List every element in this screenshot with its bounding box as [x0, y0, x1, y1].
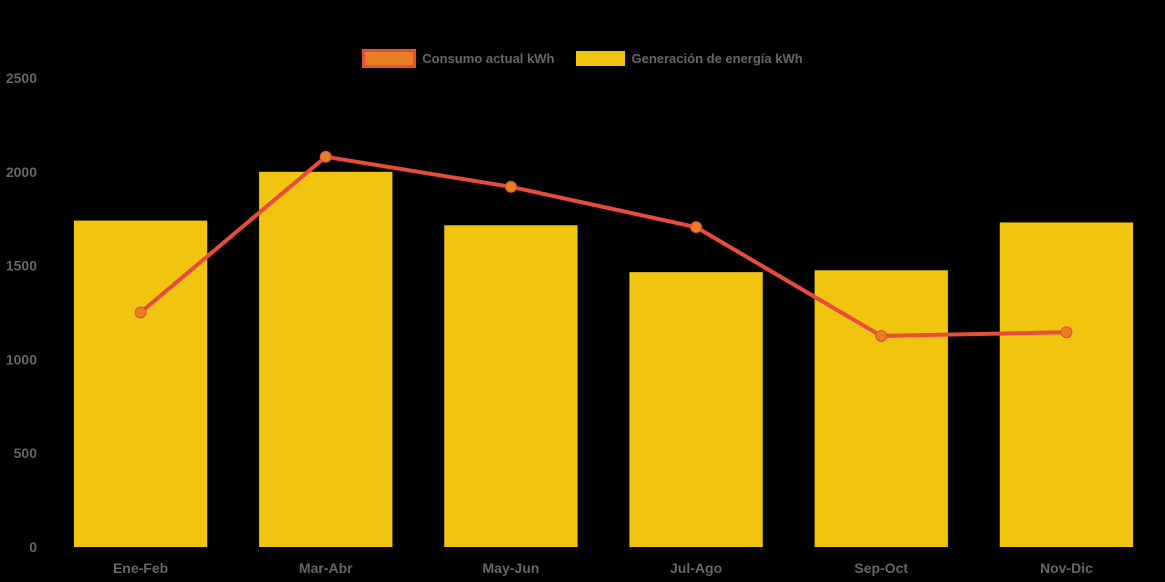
bar-generacion-energia — [999, 222, 1134, 547]
line-consumo-actual — [138, 154, 1069, 338]
bar-generacion-energia — [73, 220, 208, 548]
line-point-consumo — [875, 329, 888, 342]
y-axis-tick-label: 2000 — [6, 164, 37, 180]
legend-label: Generación de energía kWh — [631, 51, 803, 66]
y-axis-tick-label: 1000 — [6, 351, 37, 367]
x-axis-category-label: Ene-Feb — [113, 560, 168, 576]
legend-swatch-bar-icon — [576, 51, 626, 66]
chart-legend: Consumo actual kWh Generación de energía … — [0, 49, 1165, 68]
line-point-consumo — [504, 180, 517, 193]
y-axis-tick-label: 2500 — [6, 70, 37, 86]
line-point-consumo — [690, 221, 703, 234]
bar-generacion-energia — [259, 171, 393, 548]
legend-label: Consumo actual kWh — [422, 51, 555, 66]
bar-generacion-energia — [629, 272, 763, 547]
legend-item-generacion[interactable]: Generación de energía kWh — [576, 49, 803, 68]
x-axis-category-label: Jul-Ago — [670, 560, 722, 576]
y-axis-tick-label: 0 — [29, 539, 37, 555]
line-point-consumo — [134, 306, 147, 319]
y-axis-tick-label: 500 — [14, 445, 38, 461]
bar-generacion-energia — [444, 225, 578, 548]
x-axis-category-label: Sep-Oct — [854, 560, 908, 576]
bar-generacion-energia — [814, 270, 948, 547]
legend-swatch-line-icon — [362, 49, 417, 68]
line-point-consumo — [1060, 326, 1073, 339]
x-axis-category-label: Mar-Abr — [299, 560, 353, 576]
line-point-consumo — [319, 150, 332, 163]
legend-item-consumo[interactable]: Consumo actual kWh — [362, 49, 554, 68]
x-axis-category-label: May-Jun — [483, 560, 540, 576]
y-axis-tick-label: 1500 — [6, 258, 37, 274]
x-axis-category-label: Nov-Dic — [1040, 560, 1093, 576]
